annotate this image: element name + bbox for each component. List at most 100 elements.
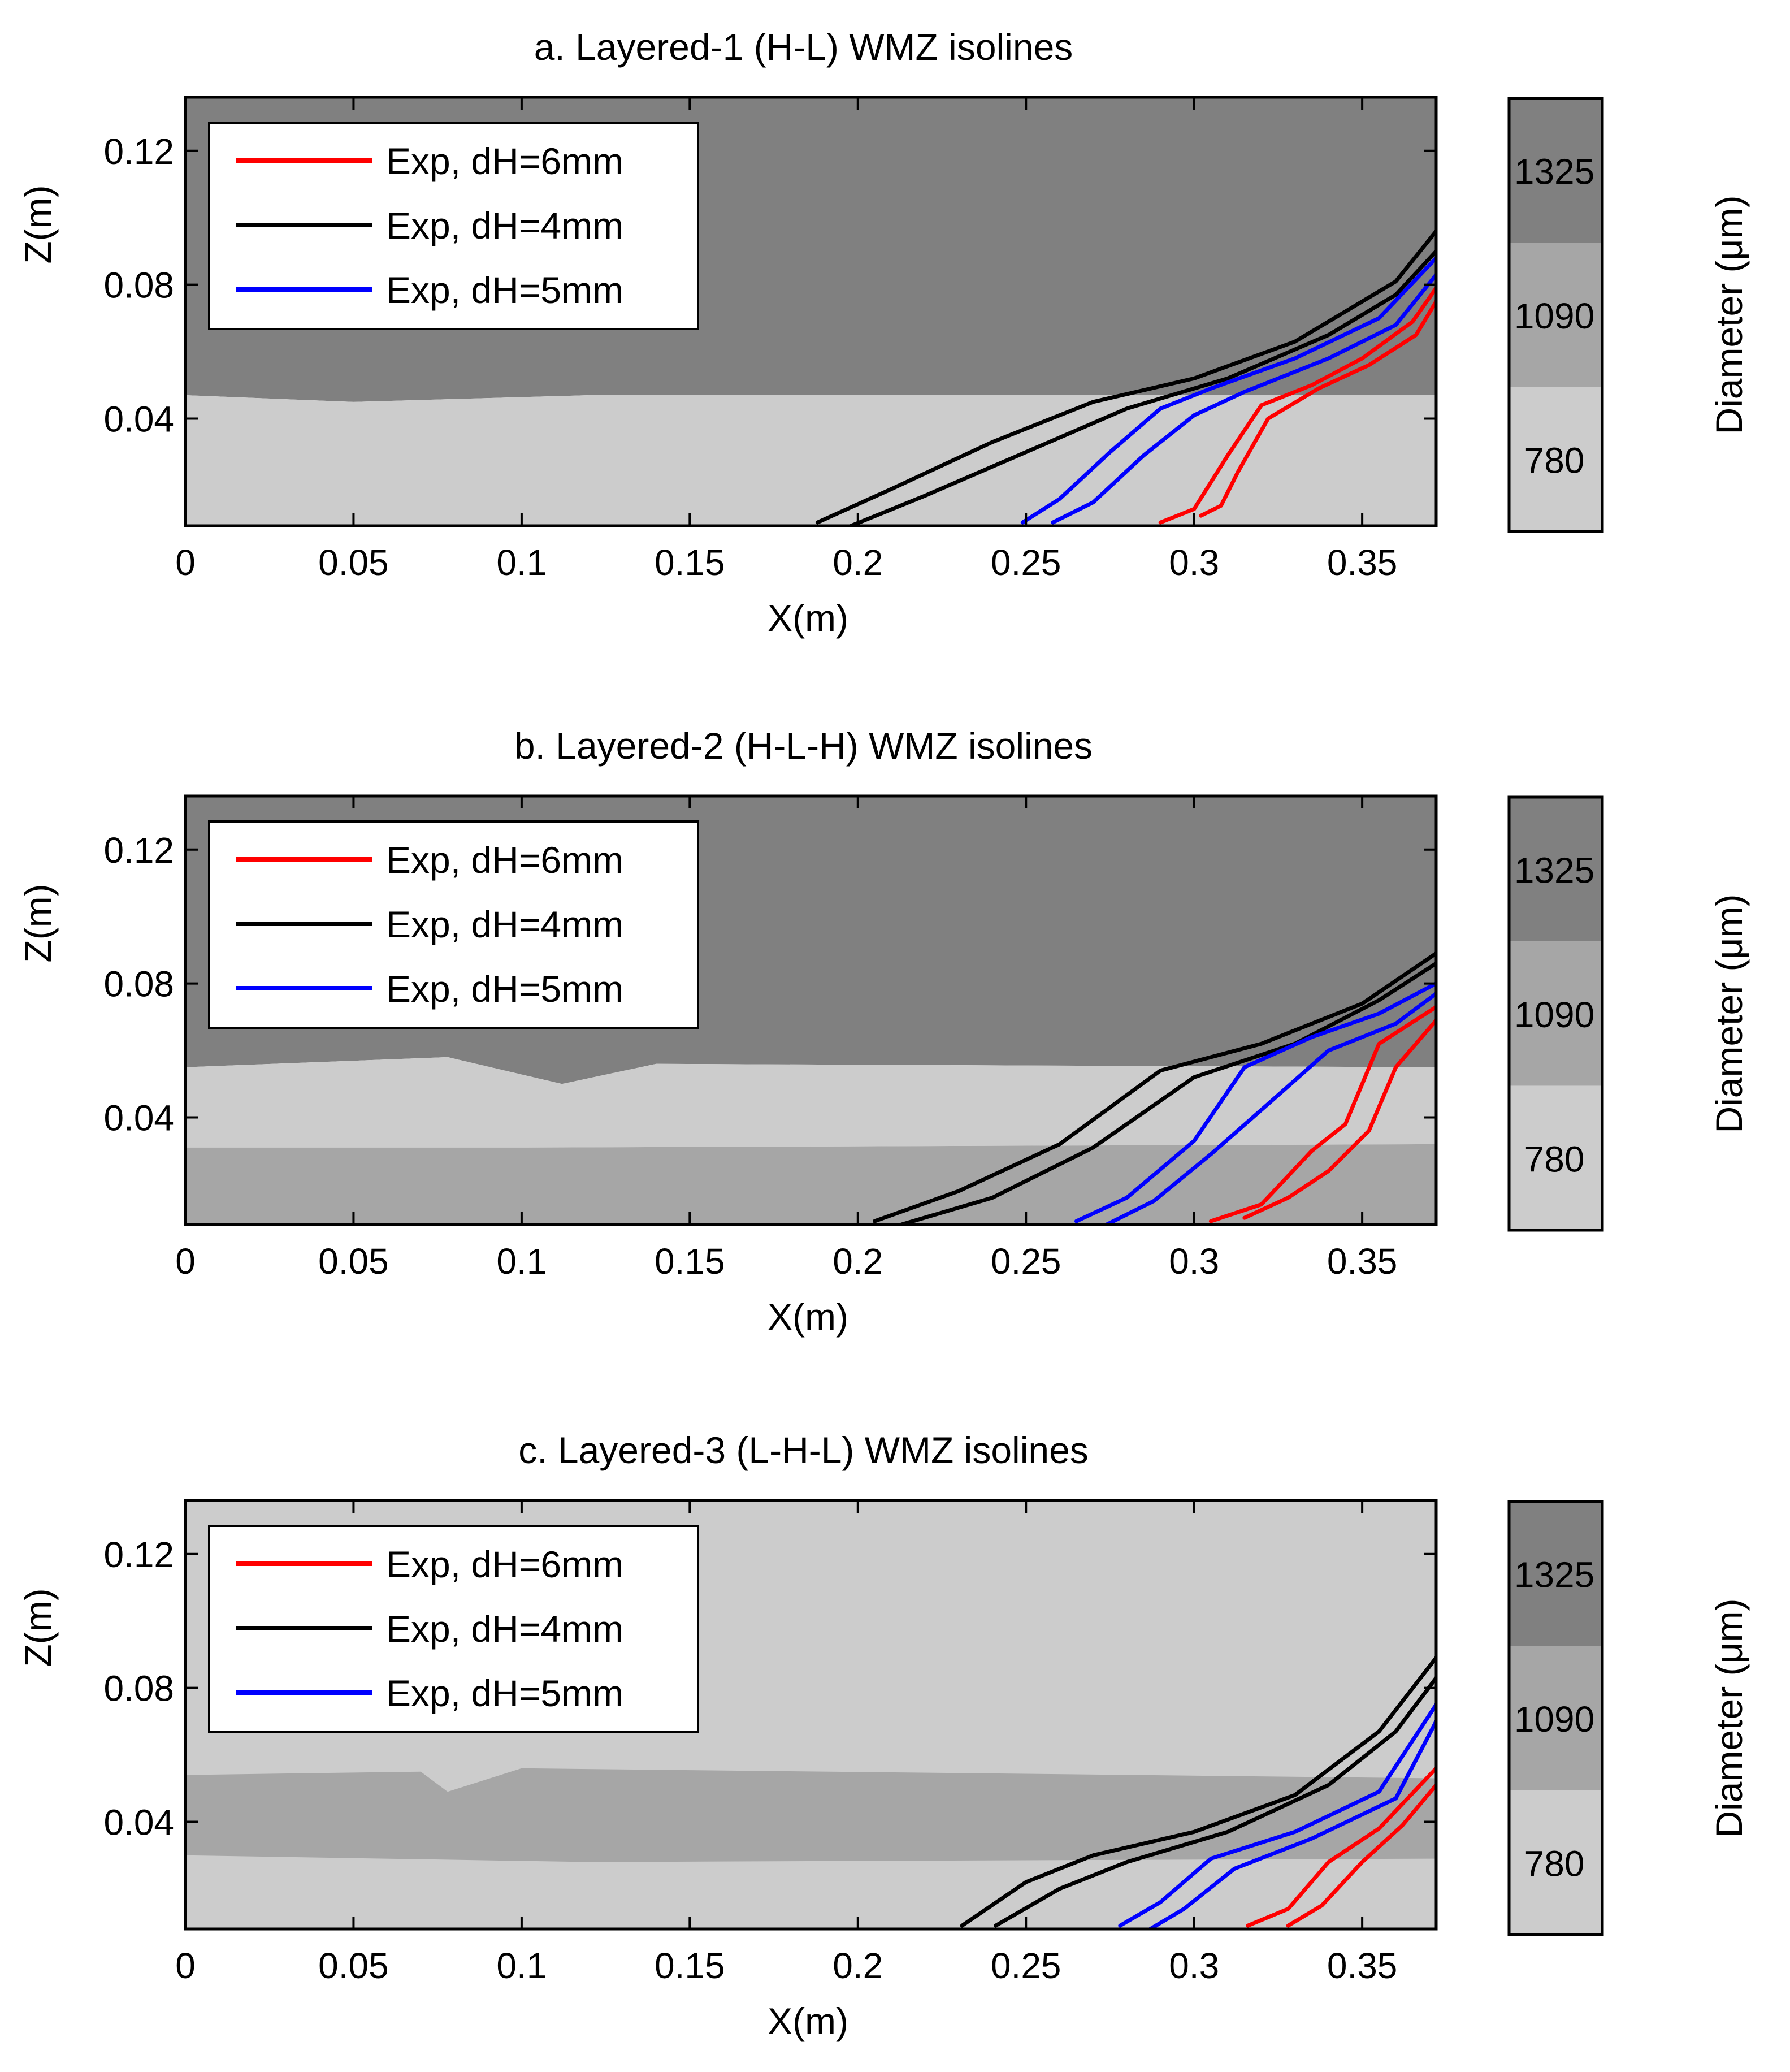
chart-panel-1: 0 0.05 0.1 0.15 0.2 0.25 0.3 0.35 0.04 0.08 0.12 a.… [17,26,1750,639]
x-tick-label: 0.25 [991,542,1061,583]
y-tick-label: 0.04 [103,1098,174,1139]
chart-title: b. Layered-2 (H-L-H) WMZ isolines [514,725,1093,767]
y-tick-label: 0.04 [103,399,174,440]
isoline-red-2 [1242,1018,1436,1220]
colorbar-tick-label: 1090 [1514,296,1594,336]
colorbar-tick-label: 780 [1524,1139,1585,1179]
layer-medium-2 [185,1768,1436,1862]
legend-label: Exp, dH=6mm [386,1543,623,1585]
isoline-black-2 [994,1676,1436,1928]
x-tick-label: 0.35 [1327,1241,1398,1282]
isoline-red-1 [1158,286,1436,525]
colorbar-band-2 [1509,941,1602,1086]
y-tick-label: 0.12 [103,830,174,871]
colorbar-tick-label: 1325 [1514,850,1594,891]
colorbar-band-3 [1509,1790,1602,1935]
x-tick-label: 0.3 [1169,1241,1219,1282]
colorbar-band-3 [1509,1085,1602,1230]
x-tick-label: 0.1 [496,542,547,583]
colorbar-band-1 [1509,98,1602,243]
x-tick-label: 0.05 [318,1945,389,1986]
x-tick-label: 0.15 [655,1945,725,1986]
legend-label: Exp, dH=5mm [386,269,623,311]
y-tick-label: 0.04 [103,1802,174,1843]
x-tick-label: 0.1 [496,1241,547,1282]
y-axis-label: Z(m) [17,884,59,962]
colorbar-tick-label: 1325 [1514,1555,1594,1595]
isoline-red-1 [1246,1766,1436,1928]
x-tick-label: 0.15 [655,1241,725,1282]
x-tick-label: 0.3 [1169,1945,1219,1986]
isoline-blue-1 [1118,1702,1436,1928]
isoline-blue-2 [1148,1719,1436,1929]
layer-medium-3 [185,1144,1436,1225]
colorbar-band-3 [1509,387,1602,531]
plot-frame [184,794,1438,1226]
colorbar-frame [1507,97,1604,533]
isoline-red-2 [1199,299,1436,518]
legend-label: Exp, dH=6mm [386,140,623,182]
y-axis-label: Z(m) [17,185,59,263]
legend-label: Exp, dH=5mm [386,968,623,1010]
colorbar-band-1 [1509,797,1602,942]
x-tick-label: 0.35 [1327,1945,1398,1986]
x-axis-label: X(m) [768,2000,848,2042]
legend: Exp, dH=6mm Exp, dH=4mm Exp, dH=5mm [208,820,699,1029]
colorbar-label: Diameter (μm) [1708,195,1750,434]
x-tick-label: 0.1 [496,1945,547,1986]
colorbar-tick-label: 1090 [1514,994,1594,1035]
x-tick-label: 0.2 [833,1241,883,1282]
colorbar: 1325 1090 780 Diameter (μm) [1507,1500,1750,1936]
plot-frame [184,1499,1438,1931]
x-axis-label: X(m) [768,1296,848,1338]
colorbar-tick-label: 1325 [1514,152,1594,192]
plot-frame [184,96,1438,527]
isoline-blue-2 [1104,991,1436,1225]
y-tick-label: 0.08 [103,1668,174,1709]
colorbar-band-2 [1509,243,1602,387]
chart-panel-2: 0 0.05 0.1 0.15 0.2 0.25 0.3 0.35 0.04 0.08 0.12 b.… [17,725,1750,1338]
colorbar-label: Diameter (μm) [1708,894,1750,1133]
x-tick-label: 0 [175,1241,196,1282]
y-tick-label: 0.08 [103,265,174,306]
colorbar: 1325 1090 780 Diameter (μm) [1507,795,1750,1232]
isoline-red-1 [1208,1005,1436,1223]
isoline-blue-1 [1020,256,1436,525]
isoline-black-1 [873,951,1436,1223]
isoline-black-2 [899,961,1436,1225]
legend-label: Exp, dH=4mm [386,903,623,945]
isoline-black-1 [960,1655,1436,1928]
isoline-black-2 [849,249,1436,526]
colorbar-frame [1507,1500,1604,1936]
colorbar-tick-label: 780 [1524,440,1585,481]
colorbar-band-1 [1509,1502,1602,1646]
x-tick-label: 0.3 [1169,542,1219,583]
legend-label: Exp, dH=5mm [386,1672,623,1714]
legend: Exp, dH=6mm Exp, dH=4mm Exp, dH=5mm [208,122,699,330]
colorbar-frame [1507,795,1604,1232]
colorbar-band-2 [1509,1646,1602,1790]
x-tick-label: 0 [175,542,196,583]
layer-light-2 [185,395,1436,526]
colorbar-tick-label: 1090 [1514,1699,1594,1740]
legend-label: Exp, dH=6mm [386,839,623,881]
colorbar-tick-label: 780 [1524,1843,1585,1884]
x-tick-label: 0.15 [655,542,725,583]
isoline-blue-1 [1074,981,1436,1223]
isoline-red-2 [1286,1783,1436,1928]
y-tick-label: 0.12 [103,1534,174,1575]
isoline-black-1 [815,229,1436,525]
colorbar-label: Diameter (μm) [1708,1598,1750,1837]
y-tick-label: 0.08 [103,964,174,1005]
chart-title: a. Layered-1 (H-L) WMZ isolines [534,26,1073,68]
x-tick-label: 0.05 [318,1241,389,1282]
x-tick-label: 0.2 [833,542,883,583]
x-tick-label: 0.05 [318,542,389,583]
isoline-blue-2 [1051,272,1436,525]
x-tick-label: 0 [175,1945,196,1986]
layer-light-2 [185,1057,1436,1148]
x-axis-label: X(m) [768,597,848,639]
colorbar: 1325 1090 780 Diameter (μm) [1507,97,1750,533]
x-tick-label: 0.35 [1327,542,1398,583]
